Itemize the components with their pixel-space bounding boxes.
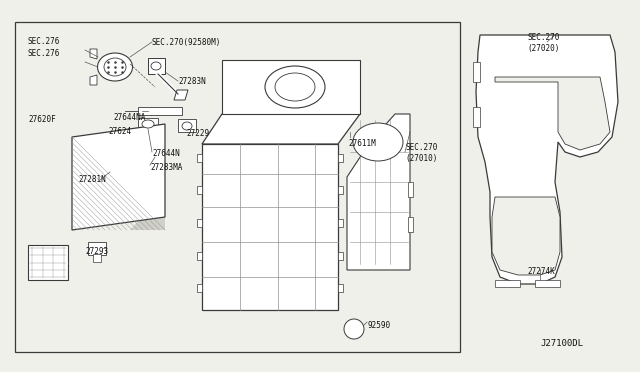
Polygon shape — [338, 186, 343, 194]
Polygon shape — [178, 119, 196, 132]
Polygon shape — [495, 77, 610, 150]
Text: SEC.270: SEC.270 — [405, 144, 437, 153]
Polygon shape — [72, 124, 165, 230]
Polygon shape — [202, 114, 360, 144]
Text: 27644N: 27644N — [152, 150, 180, 158]
Polygon shape — [202, 144, 338, 310]
Polygon shape — [492, 197, 560, 275]
Ellipse shape — [353, 123, 403, 161]
Ellipse shape — [275, 73, 315, 101]
Text: 27624: 27624 — [108, 126, 131, 135]
Polygon shape — [197, 186, 202, 194]
Ellipse shape — [142, 120, 154, 128]
Polygon shape — [197, 219, 202, 227]
Polygon shape — [338, 284, 343, 292]
Polygon shape — [338, 219, 343, 227]
Text: 27274K: 27274K — [527, 267, 555, 276]
Text: SEC.270(92580M): SEC.270(92580M) — [152, 38, 221, 46]
Ellipse shape — [265, 66, 325, 108]
Polygon shape — [130, 192, 165, 230]
Polygon shape — [197, 252, 202, 260]
Text: 27283MA: 27283MA — [150, 164, 182, 173]
Text: 27281N: 27281N — [78, 176, 106, 185]
Polygon shape — [473, 62, 480, 82]
Text: (27010): (27010) — [405, 154, 437, 164]
Polygon shape — [495, 280, 520, 287]
Polygon shape — [476, 35, 618, 284]
Text: SEC.276: SEC.276 — [28, 49, 60, 58]
Polygon shape — [88, 242, 106, 255]
Polygon shape — [90, 75, 97, 85]
Polygon shape — [222, 60, 360, 114]
Text: 27293: 27293 — [85, 247, 108, 256]
Text: J27100DL: J27100DL — [540, 340, 583, 349]
Polygon shape — [197, 284, 202, 292]
Polygon shape — [473, 107, 480, 127]
Polygon shape — [93, 254, 101, 262]
Polygon shape — [408, 217, 413, 232]
Polygon shape — [535, 280, 560, 287]
Text: SEC.270: SEC.270 — [527, 32, 559, 42]
Polygon shape — [90, 49, 97, 59]
Polygon shape — [197, 154, 202, 162]
Circle shape — [344, 319, 364, 339]
Text: SEC.276: SEC.276 — [28, 38, 60, 46]
Polygon shape — [347, 114, 410, 270]
Ellipse shape — [182, 122, 192, 130]
Text: (27020): (27020) — [527, 45, 559, 54]
Ellipse shape — [97, 53, 132, 81]
Polygon shape — [15, 22, 460, 352]
Polygon shape — [338, 252, 343, 260]
Text: 27611M: 27611M — [348, 140, 376, 148]
Polygon shape — [338, 154, 343, 162]
Text: 27229: 27229 — [186, 129, 209, 138]
Polygon shape — [138, 118, 158, 129]
Polygon shape — [408, 182, 413, 197]
Polygon shape — [28, 245, 68, 280]
Ellipse shape — [151, 62, 161, 70]
Polygon shape — [148, 58, 165, 74]
Polygon shape — [138, 107, 182, 115]
Text: 27644NA: 27644NA — [113, 112, 145, 122]
Text: 27283N: 27283N — [178, 77, 205, 86]
Ellipse shape — [104, 58, 126, 76]
Text: 92590: 92590 — [367, 321, 390, 330]
Text: 27620F: 27620F — [28, 115, 56, 124]
Polygon shape — [174, 90, 188, 100]
